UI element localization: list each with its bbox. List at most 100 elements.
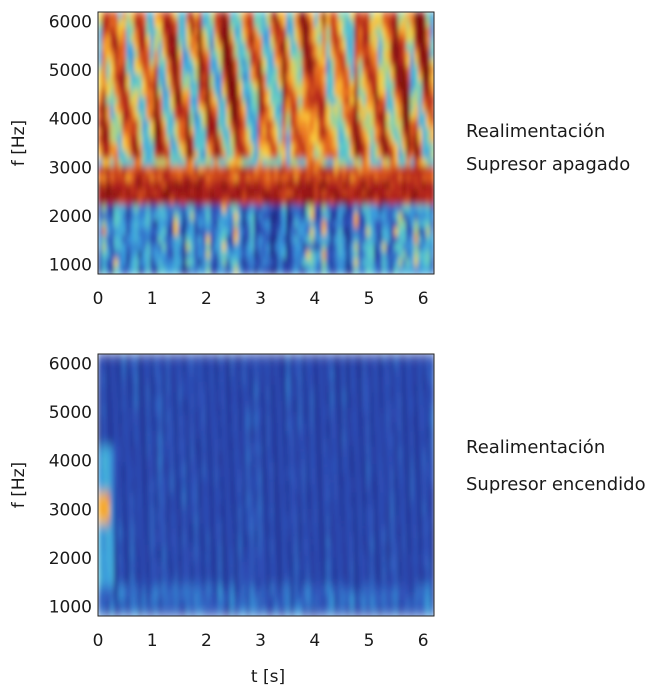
heatmap-cell <box>346 384 351 394</box>
heatmap-cell <box>334 104 339 113</box>
heatmap-cell <box>230 27 235 36</box>
heatmap-cell <box>266 531 271 540</box>
heatmap-cell <box>234 469 239 478</box>
heatmap-cell <box>302 600 307 609</box>
heatmap-cell <box>302 104 307 113</box>
heatmap-cell <box>294 600 299 609</box>
heatmap-cell <box>326 608 331 616</box>
heatmap-cell <box>418 89 423 98</box>
heatmap-cell <box>318 73 323 82</box>
heatmap-cell <box>242 173 247 183</box>
heatmap-cell <box>142 546 147 555</box>
heatmap-cell <box>298 119 303 129</box>
heatmap-cell <box>190 35 195 44</box>
heatmap-cell <box>282 592 287 602</box>
heatmap-cell <box>362 119 367 129</box>
heatmap-cell <box>190 196 195 206</box>
heatmap-cell <box>322 158 327 167</box>
heatmap-cell <box>326 35 331 44</box>
heatmap-cell <box>282 469 287 478</box>
heatmap-cell <box>302 361 307 371</box>
heatmap-cell <box>126 369 131 378</box>
heatmap-cell <box>222 143 227 152</box>
heatmap-cell <box>178 608 183 616</box>
heatmap-cell <box>338 361 343 371</box>
heatmap-cell <box>278 27 283 36</box>
heatmap-cell <box>102 250 107 260</box>
heatmap-cell <box>202 27 207 36</box>
heatmap-cell <box>154 469 159 478</box>
heatmap-cell <box>286 243 291 252</box>
heatmap-cell <box>254 104 259 113</box>
heatmap-cell <box>230 377 235 386</box>
heatmap-cell <box>322 369 327 378</box>
heatmap-cell <box>106 181 111 190</box>
heatmap-cell <box>126 42 131 52</box>
heatmap-cell <box>162 585 167 594</box>
heatmap-cell <box>210 431 215 440</box>
heatmap-cell <box>106 577 111 586</box>
heatmap-cell <box>122 361 127 371</box>
heatmap-cell <box>278 35 283 44</box>
heatmap-cell <box>338 250 343 260</box>
heatmap-cell <box>170 204 175 213</box>
heatmap-cell <box>342 266 347 274</box>
heatmap-cell <box>146 220 151 229</box>
heatmap-cell <box>254 438 259 448</box>
heatmap-cell <box>310 415 315 424</box>
heatmap-cell <box>170 469 175 478</box>
heatmap-cell <box>274 58 279 67</box>
heatmap-cell <box>390 196 395 206</box>
heatmap-cell <box>254 554 259 563</box>
heatmap-cell <box>238 181 243 190</box>
heatmap-cell <box>294 50 299 59</box>
heatmap-cell <box>214 454 219 463</box>
heatmap-cell <box>330 158 335 167</box>
heatmap-cell <box>402 166 407 175</box>
heatmap-cell <box>374 166 379 175</box>
heatmap-cell <box>366 258 371 267</box>
heatmap-cell <box>346 42 351 52</box>
heatmap-cell <box>302 569 307 579</box>
heatmap-cell <box>294 212 299 221</box>
heatmap-cell <box>130 538 135 548</box>
heatmap-cell <box>246 546 251 555</box>
heatmap-cell <box>262 461 267 471</box>
heatmap-cell <box>266 384 271 394</box>
heatmap-cell <box>146 27 151 36</box>
heatmap-cell <box>210 377 215 386</box>
heatmap-cell <box>278 258 283 267</box>
heatmap-cell <box>374 73 379 82</box>
heatmap-cell <box>250 135 255 144</box>
heatmap-cell <box>306 400 311 409</box>
heatmap-cell <box>374 173 379 183</box>
heatmap-cell <box>358 81 363 90</box>
heatmap-cell <box>366 166 371 175</box>
heatmap-cell <box>118 104 123 113</box>
heatmap-cell <box>278 569 283 579</box>
heatmap-cell <box>406 119 411 129</box>
heatmap-cell <box>330 585 335 594</box>
heatmap-cell <box>306 189 311 198</box>
heatmap-cell <box>306 461 311 471</box>
heatmap-cell <box>298 189 303 198</box>
heatmap-cell <box>130 569 135 579</box>
heatmap-cell <box>210 127 215 136</box>
heatmap-cell <box>202 515 207 525</box>
heatmap-cell <box>134 196 139 206</box>
heatmap-cell <box>162 600 167 609</box>
heatmap-cell <box>266 454 271 463</box>
heatmap-cell <box>214 50 219 59</box>
heatmap-cell <box>290 143 295 152</box>
heatmap-cell <box>286 89 291 98</box>
heatmap-cell <box>414 65 419 75</box>
heatmap-cell <box>98 369 103 378</box>
heatmap-cell <box>322 27 327 36</box>
heatmap-cell <box>222 469 227 478</box>
heatmap-cell <box>226 431 231 440</box>
heatmap-cell <box>226 150 231 160</box>
heatmap-cell <box>138 19 143 29</box>
heatmap-cell <box>378 96 383 106</box>
heatmap-cell <box>390 96 395 106</box>
heatmap-cell <box>262 515 267 525</box>
